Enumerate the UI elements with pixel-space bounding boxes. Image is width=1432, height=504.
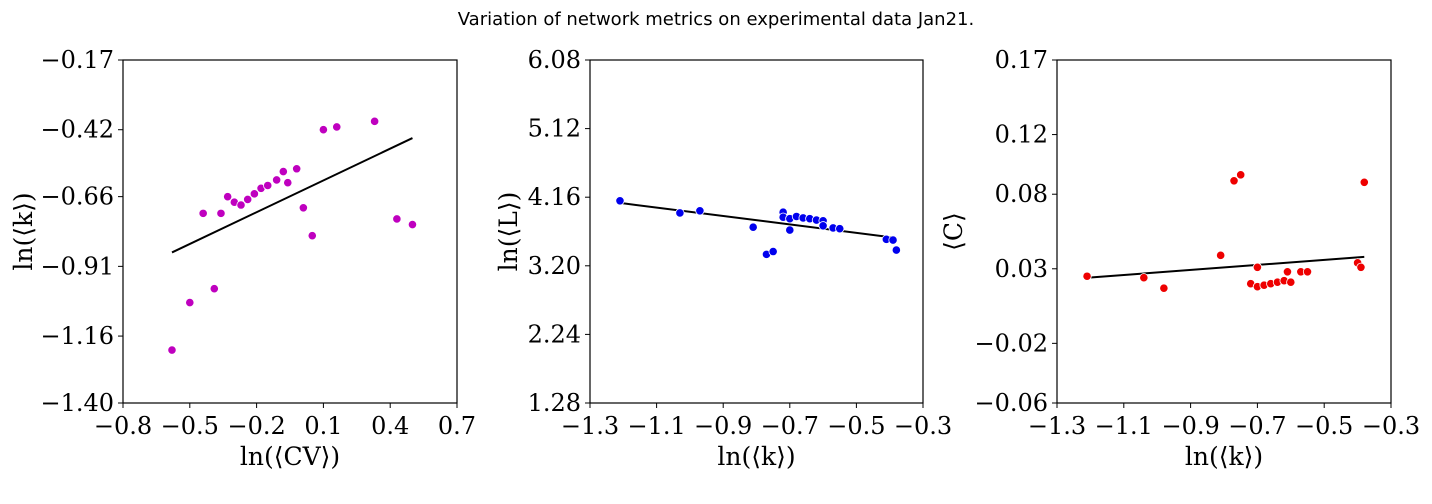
data-point — [1302, 267, 1313, 277]
data-point — [263, 180, 273, 191]
data-point — [298, 203, 308, 213]
data-point — [1139, 273, 1149, 283]
figure-suptitle: Variation of network metrics on experime… — [458, 9, 974, 30]
data-point — [1282, 267, 1293, 277]
data-point — [283, 178, 293, 188]
x-axis-label: ln(⟨k⟩) — [717, 442, 795, 471]
data-point — [1359, 177, 1369, 187]
y-axis-label: ⟨C⟩ — [939, 212, 968, 251]
data-point — [272, 175, 282, 185]
x-tick-label: −0.9 — [1161, 412, 1219, 440]
data-point — [236, 200, 246, 210]
data-point — [370, 116, 380, 126]
y-tick-label: −1.40 — [40, 389, 114, 417]
y-tick-label: −0.42 — [40, 116, 114, 144]
y-tick-label: −0.06 — [974, 389, 1048, 417]
data-point — [249, 189, 259, 199]
x-tick-label: −0.5 — [1295, 412, 1353, 440]
data-point — [198, 208, 208, 218]
x-tick-label: −0.9 — [694, 412, 752, 440]
x-axis-label: ln(⟨CV⟩) — [240, 442, 340, 471]
y-axis-label: ln(⟨L⟩) — [494, 192, 523, 272]
x-tick-label: −0.5 — [161, 412, 219, 440]
x-tick-label: 0.4 — [371, 412, 409, 440]
data-point — [888, 235, 898, 245]
x-tick-label: −1.3 — [561, 412, 619, 440]
data-point — [615, 196, 625, 206]
data-point — [243, 194, 253, 205]
data-point — [695, 206, 705, 216]
y-tick-label: 1.28 — [528, 389, 581, 417]
fit-line — [171, 137, 413, 254]
data-point — [209, 284, 219, 294]
x-tick-label: 0.7 — [438, 412, 476, 440]
y-axis-label: ln(⟨k⟩) — [9, 192, 38, 270]
data-point — [216, 208, 226, 218]
subplot-3: −1.3 −1.1 −0.9 −0.7 −0.5 −0.3 −0.06 −0.02 0.03 0.… — [939, 46, 1420, 471]
data-point — [1236, 170, 1246, 180]
x-tick-label: −1.1 — [1095, 412, 1153, 440]
x-tick-label: −0.5 — [827, 412, 885, 440]
plot-frame — [122, 59, 458, 404]
y-tick-label: −0.66 — [40, 183, 114, 211]
x-tick-label: −1.3 — [1028, 412, 1086, 440]
y-tick-label: 0.03 — [995, 255, 1048, 283]
data-point — [223, 192, 233, 202]
x-tick-label: −0.3 — [894, 412, 952, 440]
data-point — [307, 231, 317, 241]
data-point — [1286, 277, 1296, 287]
data-point — [1216, 250, 1226, 260]
y-tick-label: −0.17 — [40, 46, 114, 74]
x-axis-label: ln(⟨k⟩) — [1185, 442, 1263, 471]
data-point — [1356, 262, 1366, 272]
data-point — [278, 166, 288, 177]
data-point — [332, 122, 342, 132]
fit-line — [619, 201, 897, 239]
data-point — [407, 219, 418, 230]
x-tick-label: −0.7 — [761, 412, 819, 440]
plot-frame — [589, 59, 924, 404]
plot-frame — [1056, 59, 1392, 404]
y-tick-label: 6.08 — [528, 46, 581, 74]
subplot-1: −0.8 −0.5 −0.2 0.1 0.4 0.7 −1.40 −1.16 −0.91 −0.6… — [9, 46, 476, 471]
data-point — [748, 222, 758, 232]
data-point — [1159, 283, 1169, 293]
data-point — [818, 221, 828, 231]
x-tick-label: −1.1 — [627, 412, 685, 440]
data-point — [785, 225, 795, 235]
y-tick-label: −0.91 — [40, 252, 114, 280]
data-point — [835, 224, 845, 234]
y-tick-label: −1.16 — [40, 322, 114, 350]
y-tick-label: 4.16 — [528, 183, 581, 211]
y-tick-label: 3.20 — [528, 252, 581, 280]
x-tick-label: 0.1 — [304, 412, 342, 440]
data-point — [185, 298, 195, 308]
data-point — [768, 246, 778, 257]
data-point — [1229, 176, 1239, 186]
data-point — [392, 214, 402, 224]
data-point — [891, 245, 901, 255]
y-tick-label: 0.12 — [995, 121, 1048, 149]
y-tick-label: 2.24 — [528, 320, 581, 348]
x-tick-label: −0.8 — [94, 412, 152, 440]
y-tick-label: 5.12 — [528, 115, 581, 143]
x-tick-label: −0.7 — [1228, 412, 1286, 440]
y-tick-label: 0.08 — [995, 180, 1048, 208]
data-point — [1082, 271, 1092, 281]
data-point — [167, 345, 177, 355]
data-point — [1252, 262, 1263, 272]
x-tick-label: −0.3 — [1362, 412, 1420, 440]
data-point — [675, 208, 685, 218]
fit-line — [1086, 255, 1365, 279]
x-tick-label: −0.2 — [227, 412, 285, 440]
data-point — [292, 164, 302, 174]
data-point — [318, 125, 328, 135]
subplot-2: −1.3 −1.1 −0.9 −0.7 −0.5 −0.3 1.28 2.24 3.20 4.16… — [494, 46, 952, 471]
y-tick-label: −0.02 — [974, 329, 1048, 357]
y-tick-label: 0.17 — [995, 46, 1048, 74]
